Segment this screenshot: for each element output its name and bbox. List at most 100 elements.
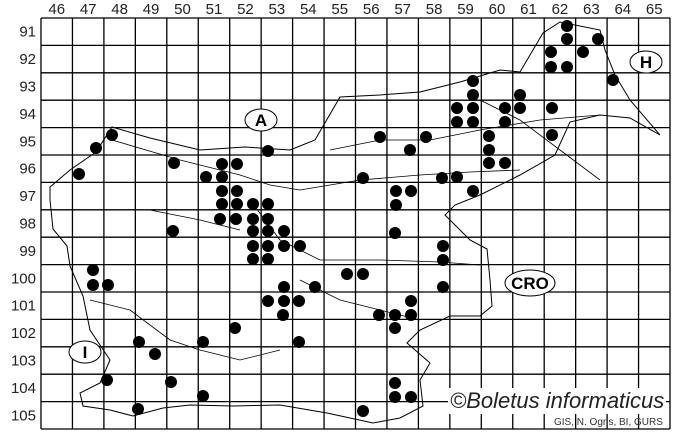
column-label: 57 <box>394 1 411 18</box>
occurrence-dot <box>247 213 259 225</box>
occurrence-dot <box>467 185 479 197</box>
occurrence-dot <box>389 309 401 321</box>
occurrence-dot <box>197 336 209 348</box>
occurrence-dot <box>451 171 463 183</box>
occurrence-dot <box>405 309 417 321</box>
row-label: 97 <box>19 188 36 205</box>
occurrence-dot <box>607 74 619 86</box>
occurrence-dot <box>483 130 495 142</box>
credit-text: GIS, N. Ogris, BI, GURS <box>554 417 663 428</box>
svg-text:H: H <box>640 53 652 72</box>
row-label: 105 <box>11 407 36 424</box>
country-label-croatia: CRO <box>504 269 556 297</box>
occurrence-dot <box>262 198 274 210</box>
occurrence-dot <box>262 240 274 252</box>
country-label-hungary: H <box>629 50 663 74</box>
row-label: 102 <box>11 325 36 342</box>
occurrence-dot <box>499 116 511 128</box>
occurrence-dot <box>404 144 416 156</box>
occurrence-dot <box>405 391 417 403</box>
occurrence-dot <box>546 102 558 114</box>
occurrence-dot <box>451 102 463 114</box>
row-label: 91 <box>19 24 36 41</box>
occurrence-dot <box>309 281 321 293</box>
occurrence-dot <box>231 185 243 197</box>
column-label: 46 <box>48 1 65 18</box>
copyright-text: ©Boletus informaticus <box>448 388 667 414</box>
occurrence-dot <box>293 295 305 307</box>
occurrence-dot <box>200 171 212 183</box>
occurrence-dot <box>262 213 274 225</box>
occurrence-dot <box>577 46 589 58</box>
column-label: 51 <box>206 1 223 18</box>
occurrence-dot <box>231 198 243 210</box>
column-label: 53 <box>269 1 286 18</box>
occurrence-dot <box>561 20 573 32</box>
occurrence-dot <box>357 172 369 184</box>
river <box>479 99 601 181</box>
occurrence-dot <box>262 145 274 157</box>
occurrence-dot <box>294 240 306 252</box>
row-label: 93 <box>19 79 36 96</box>
occurrence-dot <box>436 172 448 184</box>
occurrence-dot <box>389 227 401 239</box>
river <box>329 114 601 151</box>
occurrence-dot <box>229 322 241 334</box>
occurrence-dot <box>405 185 417 197</box>
occurrence-dot <box>101 374 113 386</box>
column-label: 60 <box>489 1 506 18</box>
column-label: 49 <box>143 1 160 18</box>
occurrence-dot <box>278 240 290 252</box>
occurrence-dot <box>293 336 305 348</box>
occurrence-dot <box>197 390 209 402</box>
row-label: 104 <box>11 380 36 397</box>
river <box>111 139 301 191</box>
occurrence-dot <box>389 391 401 403</box>
slovenia-border <box>49 21 661 424</box>
occurrence-dot <box>216 185 228 197</box>
column-label: 52 <box>237 1 254 18</box>
occurrence-dot <box>214 213 226 225</box>
row-label: 103 <box>11 353 36 370</box>
occurrence-dot <box>165 376 177 388</box>
column-label: 56 <box>363 1 380 18</box>
column-label: 64 <box>614 1 631 18</box>
occurrence-dot <box>278 281 290 293</box>
occurrence-dot <box>499 102 511 114</box>
occurrence-dot <box>499 157 511 169</box>
river <box>149 209 241 231</box>
row-label: 95 <box>19 133 36 150</box>
occurrence-dot <box>87 264 99 276</box>
row-label: 94 <box>19 106 36 123</box>
occurrence-dot <box>437 281 449 293</box>
occurrence-dot <box>467 116 479 128</box>
occurrence-dot <box>390 185 402 197</box>
occurrence-dot <box>90 142 102 154</box>
column-label: 61 <box>520 1 537 18</box>
occurrence-dot <box>357 268 369 280</box>
occurrence-dot <box>514 89 526 101</box>
occurrence-dot <box>247 198 259 210</box>
occurrence-dot <box>483 157 495 169</box>
occurrence-dot <box>420 131 432 143</box>
occurrence-dot <box>389 322 401 334</box>
column-label: 48 <box>111 1 128 18</box>
column-label: 55 <box>331 1 348 18</box>
column-label: 59 <box>457 1 474 18</box>
occurrence-dot <box>467 75 479 87</box>
occurrence-dot <box>374 131 386 143</box>
occurrence-dot <box>545 46 557 58</box>
svg-text:I: I <box>83 343 88 362</box>
river <box>299 169 521 191</box>
occurrence-dot <box>373 309 385 321</box>
occurrence-dot <box>278 225 290 237</box>
occurrence-dot <box>437 254 449 266</box>
occurrence-dot <box>216 171 228 183</box>
row-label: 92 <box>19 51 36 68</box>
occurrence-dot <box>262 295 274 307</box>
occurrence-dot <box>247 225 259 237</box>
occurrence-dot <box>467 102 479 114</box>
occurrence-dot <box>592 33 604 45</box>
row-label: 100 <box>11 270 36 287</box>
